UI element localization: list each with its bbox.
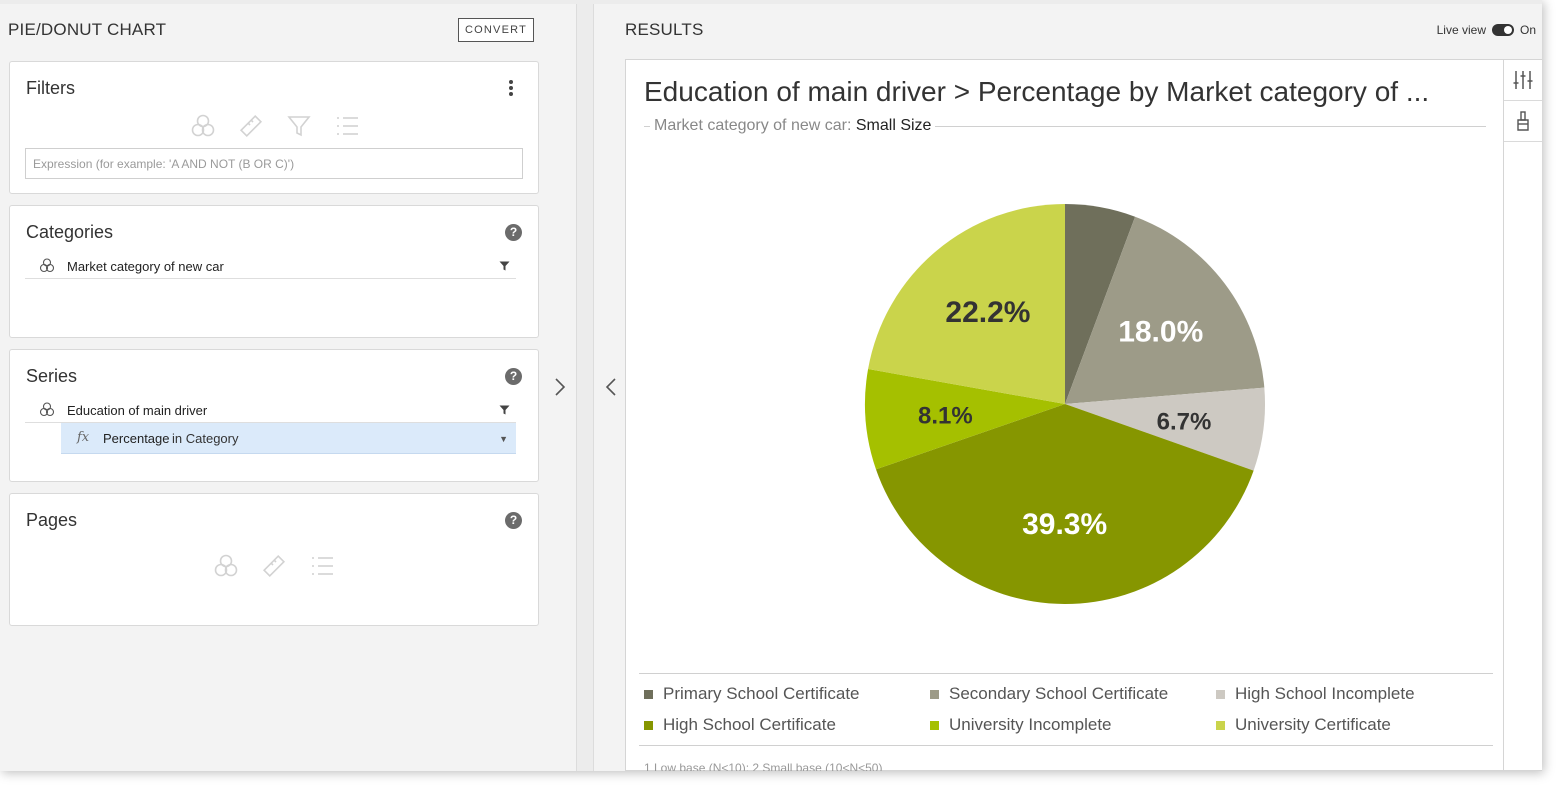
filter-drop-icon[interactable] [286,114,312,138]
legend-swatch [644,689,653,699]
legend-label: University Certificate [1235,715,1391,734]
pie-slice-university-certificate[interactable] [868,204,1065,404]
legend-label: High School Incomplete [1235,684,1415,703]
pages-card: Pages ? [9,493,539,626]
measure-row[interactable]: fx Percentage in Category ▼ [61,423,516,454]
live-view-state: On [1519,23,1536,37]
category-drop-icon[interactable] [190,114,216,138]
chart-tools-sidebar [1504,59,1542,771]
legend-swatch [644,720,653,730]
measure-label: Percentage [103,431,170,446]
legend-swatch [1216,720,1225,730]
pie-slice-university-incomplete[interactable] [865,368,1065,470]
legend-swatch [930,689,939,699]
chart-title: Education of main driver > Percentage by… [644,76,1430,107]
pie-data-label: 6.7% [1157,408,1212,435]
base-size-footnote: 1 Low base (N<10); 2 Small base (10<N<50… [644,761,883,771]
category-field-label: Market category of new car [67,259,224,274]
chart-format-tool[interactable] [1504,101,1542,142]
pie-slice-secondary-school-certificate[interactable] [1065,216,1265,404]
chart-settings-tool[interactable] [1504,60,1542,101]
pages-drop-targets [213,554,335,578]
pie-slice-high-school-incomplete[interactable] [1065,387,1265,471]
category-field-icon [39,258,55,273]
measure-dropdown-icon[interactable]: ▼ [499,434,508,444]
pages-title: Pages [26,510,78,530]
filters-card: Filters [9,61,539,194]
paint-brush-icon[interactable] [1515,110,1531,132]
legend-swatch [1216,689,1225,699]
legend-item[interactable]: University Incomplete [930,715,1216,735]
pie-chart[interactable]: 18.0% 6.7% 39.3% 8.1% 22.2% [626,160,1505,660]
filters-title: Filters [26,78,75,98]
more-options-icon[interactable] [508,80,514,98]
subtitle-label: Market category of new car: [654,117,852,134]
filter-expression-input[interactable] [25,148,523,179]
legend-label: High School Certificate [663,715,836,734]
categories-title: Categories [26,222,114,242]
results-title: RESULTS [625,20,704,39]
live-view-label: Live view [1436,23,1486,37]
series-field-row[interactable]: Education of main driver [25,397,516,423]
pages-help-icon[interactable]: ? [505,512,522,529]
legend-swatch [930,720,939,730]
app-window: PIE/DONUT CHART CONVERT Filters Categori… [0,0,1542,771]
chevron-right-icon[interactable] [553,376,567,398]
results-panel: RESULTS Live view On Education of main d… [593,4,1542,771]
legend-label: Primary School Certificate [663,684,860,703]
legend-item[interactable]: Primary School Certificate [644,684,930,704]
legend-label: Secondary School Certificate [949,684,1169,703]
chart-container: Education of main driver > Percentage by… [625,59,1504,771]
categories-help-icon[interactable]: ? [505,224,522,241]
legend-item[interactable]: High School Incomplete [1216,684,1494,704]
pie-slice-high-school-certificate[interactable] [875,404,1254,604]
list-drop-icon[interactable] [309,554,335,578]
series-field-icon [39,402,55,417]
pie-data-label: 39.3% [1022,508,1107,541]
pie-data-label: 22.2% [945,296,1030,329]
categories-card: Categories ? Market category of new car [9,205,539,338]
live-view-control[interactable]: Live view On [1437,23,1536,37]
function-icon: fx [77,430,90,445]
list-drop-icon[interactable] [334,114,360,138]
pie-data-label: 18.0% [1118,316,1203,349]
legend-divider-top [639,673,1493,674]
legend-item[interactable]: University Certificate [1216,715,1494,735]
series-filter-icon[interactable] [499,405,510,415]
chart-builder-panel: PIE/DONUT CHART CONVERT Filters Categori… [0,4,577,771]
subtitle-value: Small Size [855,117,932,134]
convert-button[interactable]: CONVERT [458,18,534,42]
legend-divider-bottom [639,745,1493,746]
category-filter-icon[interactable] [499,261,510,271]
chart-legend: Primary School Certificate Secondary Scho… [644,684,1494,735]
filter-drop-targets [190,114,360,138]
measure-scope: in Category [172,431,239,446]
subtitle-divider [644,126,1486,127]
category-field-row[interactable]: Market category of new car [25,253,516,279]
legend-item[interactable]: Secondary School Certificate [930,684,1216,704]
measure-drop-icon[interactable] [238,114,264,138]
series-card: Series ? Education of main driver fx Per… [9,349,539,482]
series-title: Series [26,366,78,386]
legend-item[interactable]: High School Certificate [644,715,930,735]
chart-subtitle: Market category of new car: Small Size [650,117,936,135]
legend-label: University Incomplete [949,715,1112,734]
pie-data-label: 8.1% [918,402,973,429]
series-field-label: Education of main driver [67,403,208,418]
category-drop-icon[interactable] [213,554,239,578]
pie-slice-primary-school-certificate[interactable] [1065,204,1136,404]
live-view-toggle[interactable] [1491,24,1514,36]
chevron-left-icon[interactable] [604,376,618,398]
series-help-icon[interactable]: ? [505,368,522,385]
measure-drop-icon[interactable] [261,554,287,578]
panel-title: PIE/DONUT CHART [8,20,167,39]
sliders-icon[interactable] [1512,69,1534,91]
